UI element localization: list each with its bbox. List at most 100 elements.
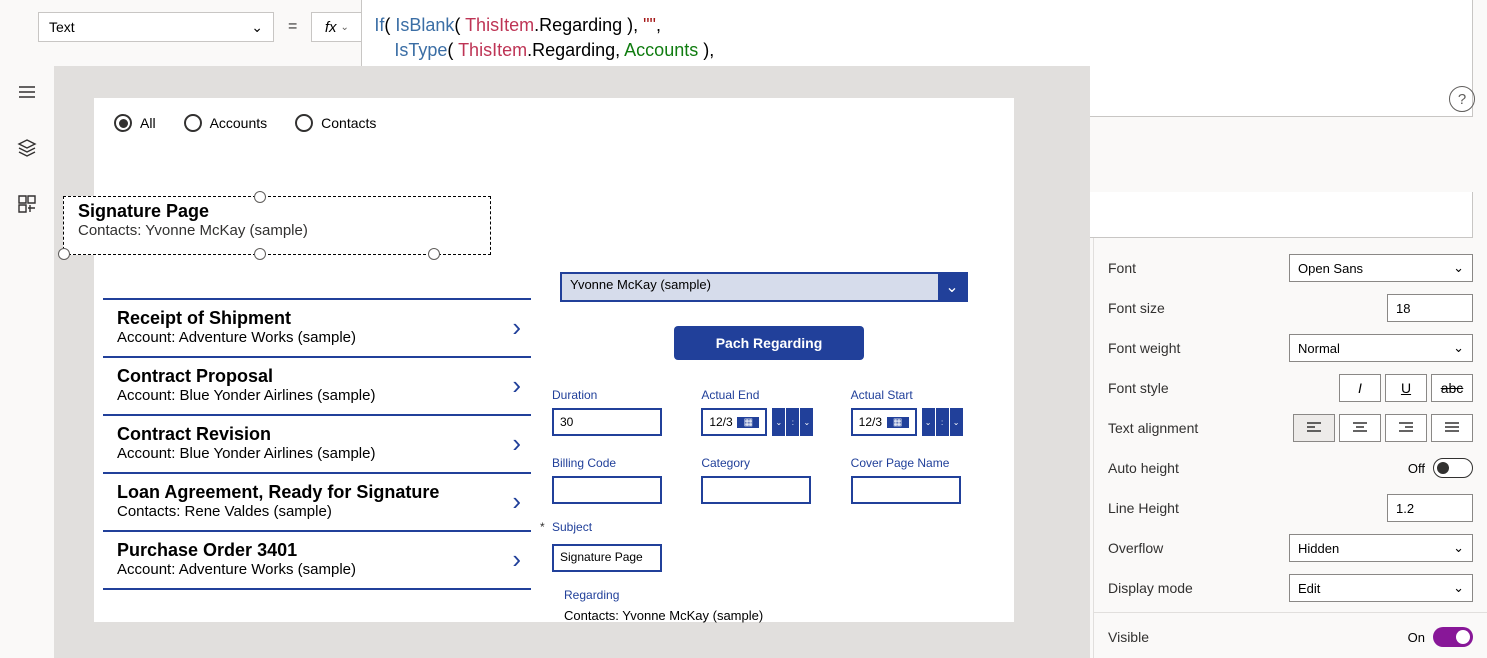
field-label: Category [701,456,838,470]
prop-label: Line Height [1108,500,1179,516]
line-height-input[interactable] [1387,494,1473,522]
visible-toggle[interactable]: On [1408,627,1473,647]
font-weight-dropdown[interactable]: Normal ⌄ [1289,334,1473,362]
resize-handle[interactable] [58,248,70,260]
actual-start-input[interactable]: 12/3▦ [851,408,917,436]
property-selector[interactable]: Text ⌄ [38,12,274,42]
patch-regarding-button[interactable]: Pach Regarding [674,326,864,360]
font-dropdown[interactable]: Open Sans ⌄ [1289,254,1473,282]
duration-input[interactable]: 30 [552,408,662,436]
item-subtitle: Account: Blue Yonder Airlines (sample) [117,387,375,404]
list-item[interactable]: Receipt of ShipmentAccount: Adventure Wo… [103,298,531,358]
hour-dd[interactable]: ⌄ [771,408,785,436]
min-dd[interactable]: ⌄ [949,408,963,436]
radio-all[interactable]: All [114,114,156,132]
align-left-button[interactable] [1293,414,1335,442]
prop-label: Font style [1108,380,1169,396]
toggle-switch[interactable] [1433,627,1473,647]
field-regarding-display: Regarding Contacts: Yvonne McKay (sample… [564,588,763,623]
prop-text-align: Text alignment [1108,408,1473,448]
selected-label-control[interactable]: Signature Page Contacts: Yvonne McKay (s… [63,196,491,255]
chevron-down-icon: ⌄ [1453,580,1464,596]
actual-end-input[interactable]: 12/3▦ [701,408,767,436]
selected-subtitle: Contacts: Yvonne McKay (sample) [78,222,476,239]
prop-label: Display mode [1108,580,1193,596]
overflow-dropdown[interactable]: Hidden⌄ [1289,534,1473,562]
prop-font-size: Font size [1108,288,1473,328]
auto-height-toggle[interactable]: Off [1408,458,1473,478]
chevron-down-icon: ⌄ [340,22,348,33]
field-label: Actual Start [851,388,988,402]
property-selector-value: Text [49,19,75,35]
prop-label: Visible [1108,629,1149,645]
item-title: Loan Agreement, Ready for Signature [117,482,439,503]
item-title: Contract Proposal [117,366,375,387]
field-label: Regarding [564,588,763,602]
strikethrough-button[interactable]: abc [1431,374,1473,402]
sep: : [785,408,799,436]
item-title: Contract Revision [117,424,375,445]
list-item[interactable]: Contract ProposalAccount: Blue Yonder Ai… [103,358,531,416]
category-input[interactable] [701,476,811,504]
patch-button-label: Pach Regarding [716,335,823,351]
required-asterisk: * [540,520,545,534]
underline-button[interactable]: U [1385,374,1427,402]
help-icon[interactable]: ? [1449,86,1475,112]
chevron-down-icon[interactable]: ⌄ [938,274,966,300]
list-item[interactable]: Purchase Order 3401Account: Adventure Wo… [103,532,531,590]
hamburger-icon[interactable] [17,82,37,102]
chevron-down-icon: ⌄ [1453,340,1464,356]
radio-accounts[interactable]: Accounts [184,114,268,132]
fx-button[interactable]: fx⌄ [311,12,361,42]
canvas-area: All Accounts Contacts Yvonne McKay (samp… [54,66,1090,658]
italic-button[interactable]: I [1339,374,1381,402]
layers-icon[interactable] [17,138,37,158]
field-label: Subject [552,520,592,534]
calendar-icon[interactable]: ▦ [737,417,759,428]
radio-contacts[interactable]: Contacts [295,114,376,132]
resize-handle[interactable] [428,248,440,260]
billing-code-input[interactable] [552,476,662,504]
chevron-right-icon[interactable]: › [512,486,521,517]
subject-input[interactable]: Signature Page [552,544,662,572]
hour-dd[interactable]: ⌄ [921,408,935,436]
font-value: Open Sans [1298,261,1363,276]
regarding-value: Contacts: Yvonne McKay (sample) [564,608,763,623]
font-size-input[interactable] [1387,294,1473,322]
chevron-right-icon[interactable]: › [512,428,521,459]
field-duration: Duration 30 [552,388,689,436]
prop-font-style: Font style I U abc [1108,368,1473,408]
display-mode-dropdown[interactable]: Edit⌄ [1289,574,1473,602]
prop-display-mode: Display mode Edit⌄ [1108,568,1473,608]
field-actual-start: Actual Start 12/3▦ ⌄:⌄ [851,388,988,436]
min-dd[interactable]: ⌄ [799,408,813,436]
chevron-right-icon[interactable]: › [512,544,521,575]
resize-handle[interactable] [254,191,266,203]
chevron-down-icon: ⌄ [1453,260,1464,276]
resize-handle[interactable] [254,248,266,260]
field-category: Category [701,456,838,504]
gallery-list: Receipt of ShipmentAccount: Adventure Wo… [103,298,531,590]
font-weight-value: Normal [1298,341,1340,356]
field-label: Billing Code [552,456,689,470]
radio-contacts-label: Contacts [321,115,376,131]
align-justify-button[interactable] [1431,414,1473,442]
chevron-right-icon[interactable]: › [512,312,521,343]
regarding-combo[interactable]: Yvonne McKay (sample) ⌄ [560,272,968,302]
calendar-icon[interactable]: ▦ [887,417,909,428]
properties-panel: Font Open Sans⌄ Font size Font weight No… [1093,238,1487,658]
toggle-switch[interactable] [1433,458,1473,478]
list-item[interactable]: Loan Agreement, Ready for SignatureConta… [103,474,531,532]
sep: : [935,408,949,436]
chevron-right-icon[interactable]: › [512,370,521,401]
chevron-down-icon: ⌄ [251,19,263,36]
align-right-button[interactable] [1385,414,1427,442]
apps-icon[interactable] [17,194,37,214]
list-item[interactable]: Contract RevisionAccount: Blue Yonder Ai… [103,416,531,474]
subject-value: Signature Page [560,550,643,564]
overflow-value: Hidden [1298,541,1339,556]
field-cover-page: Cover Page Name [851,456,988,504]
align-center-button[interactable] [1339,414,1381,442]
item-subtitle: Contacts: Rene Valdes (sample) [117,503,439,520]
cover-page-input[interactable] [851,476,961,504]
